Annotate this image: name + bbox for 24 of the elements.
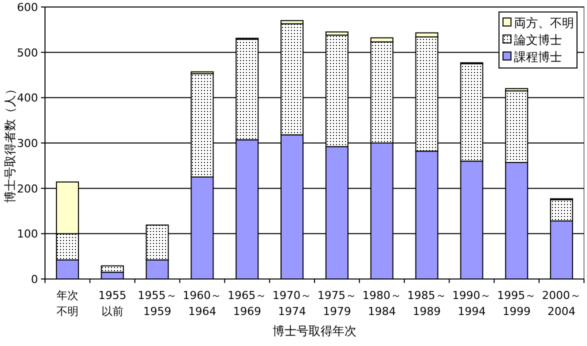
legend-label: 課程博士 bbox=[514, 50, 562, 64]
y-tick-label: 400 bbox=[17, 92, 38, 105]
legend-label: 両方、不明 bbox=[514, 16, 574, 30]
y-tick-label: 500 bbox=[17, 46, 38, 60]
x-tick-label: 1965～ 1969 bbox=[228, 289, 267, 318]
x-tick-label: 1975～ 1979 bbox=[317, 289, 356, 318]
x-axis-title: 博士号取得年次 bbox=[272, 324, 356, 338]
x-tick-label: 1960～ 1964 bbox=[182, 289, 222, 318]
x-tick-label: 1980～ 1984 bbox=[362, 289, 402, 318]
x-tick-label: 1970～ 1974 bbox=[272, 289, 312, 318]
y-tick-label: 600 bbox=[17, 1, 38, 14]
x-tick-label: 1955～ 1959 bbox=[138, 289, 177, 318]
x-tick-label: 1990～ 1994 bbox=[452, 289, 492, 318]
x-tick-label: 2000～ 2004 bbox=[542, 289, 582, 318]
x-tick-label: 年次不明 bbox=[56, 289, 78, 318]
y-axis-title: 博士号取得者数（人） bbox=[3, 83, 17, 203]
y-tick-label: 300 bbox=[17, 137, 38, 150]
legend-label: 論文博士 bbox=[514, 33, 562, 47]
x-tick-label: 1955以前 bbox=[98, 289, 126, 318]
y-tick-label: 100 bbox=[17, 228, 38, 241]
x-tick-label: 1995～ 1999 bbox=[497, 289, 536, 318]
x-tick-label: 1985～ 1989 bbox=[407, 289, 446, 318]
y-tick-label: 0 bbox=[31, 273, 38, 286]
y-tick-label: 200 bbox=[17, 182, 38, 196]
